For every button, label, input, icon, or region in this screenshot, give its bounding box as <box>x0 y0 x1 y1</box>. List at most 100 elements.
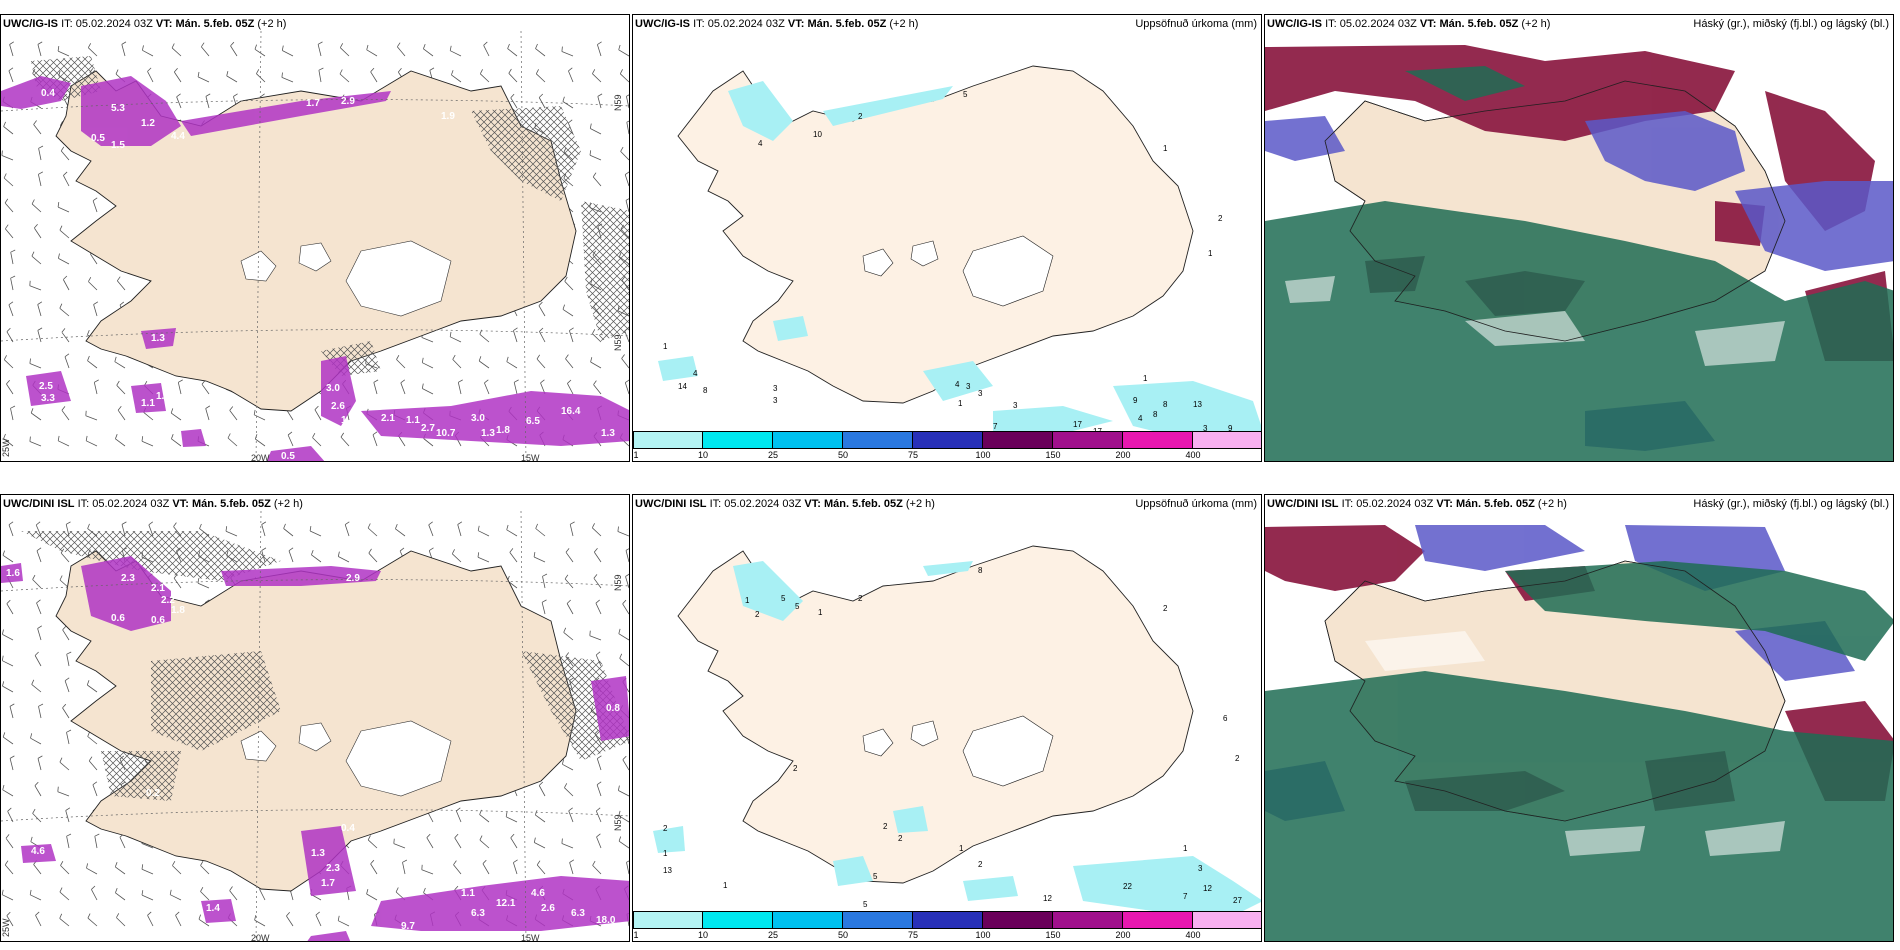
svg-text:1: 1 <box>818 608 823 617</box>
svg-text:0.8: 0.8 <box>606 703 620 714</box>
colorbar-cell <box>1123 431 1193 449</box>
wind-value-labels: 2.3 2.1 2.2 1.8 0.6 0.6 2.9 4.6 0.2 0.4 … <box>6 568 620 932</box>
svg-text:27: 27 <box>1233 896 1242 905</box>
colorbar-label: 25 <box>767 450 779 460</box>
svg-text:4.6: 4.6 <box>531 888 545 899</box>
svg-text:3.0: 3.0 <box>471 413 485 424</box>
svg-text:N59: N59 <box>613 334 623 351</box>
svg-text:2.1: 2.1 <box>151 583 165 594</box>
panel-title: UWC/IG-IS IT: 05.02.2024 03Z VT: Mán. 5.… <box>3 18 287 30</box>
snow-hatch-se <box>581 201 629 341</box>
svg-text:3: 3 <box>1203 424 1208 433</box>
svg-text:10: 10 <box>813 130 822 139</box>
colorbar-label: 200 <box>1115 450 1131 460</box>
svg-text:6.5: 6.5 <box>526 416 540 427</box>
svg-text:10.7: 10.7 <box>436 428 456 439</box>
svg-text:3: 3 <box>1198 864 1203 873</box>
svg-text:2: 2 <box>1218 214 1223 223</box>
glacier-vatnajokull <box>345 720 452 797</box>
colorbar-frame <box>633 911 1261 929</box>
svg-text:5: 5 <box>873 872 878 881</box>
panel-dini-wind: UWC/DINI ISL IT: 05.02.2024 03Z VT: Mán.… <box>0 494 630 942</box>
grid-labels: N59 N59 25W 20W 15W <box>1 94 623 461</box>
panel-ig-wind: UWC/IG-IS IT: 05.02.2024 03Z VT: Mán. 5.… <box>0 14 630 462</box>
glacier-hofsjokull <box>298 722 332 752</box>
svg-text:4: 4 <box>693 369 698 378</box>
svg-text:0.4: 0.4 <box>41 88 55 99</box>
svg-text:1.8: 1.8 <box>341 415 355 426</box>
clear-patches <box>1365 631 1785 856</box>
precip-map: 5 2 10 4 1 2 1 1 4 14 8 3 3 4 3 3 1 7 3 … <box>633 31 1261 461</box>
precip-map: 8 2 1 5 5 2 1 2 2 1 13 1 2 2 2 6 2 1 2 1… <box>633 511 1261 941</box>
svg-text:9: 9 <box>1133 396 1138 405</box>
svg-text:4.6: 4.6 <box>31 846 45 857</box>
svg-text:1.1: 1.1 <box>406 415 420 426</box>
svg-text:2.9: 2.9 <box>346 573 360 584</box>
colorbar-label: 400 <box>1185 450 1201 460</box>
svg-text:8: 8 <box>703 386 708 395</box>
svg-text:N59: N59 <box>613 94 623 111</box>
svg-text:6.3: 6.3 <box>471 908 485 919</box>
wind-map: N59 N59 25W 20W 15W 2.3 2.1 2.2 1.8 0.6 … <box>1 511 629 941</box>
panel-variable-label: Uppsöfnuð úrkoma (mm) <box>1135 498 1257 510</box>
precip-patches <box>658 81 1261 441</box>
colorbar-cell <box>913 911 983 929</box>
grid-labels: N59 N59 25W 20W 15W <box>1 574 623 941</box>
panel-title: UWC/DINI ISL IT: 05.02.2024 03Z VT: Mán.… <box>3 498 303 510</box>
glacier-hofsjokull <box>910 720 939 747</box>
iceland-coastline <box>1324 80 1786 342</box>
svg-text:1.5: 1.5 <box>111 140 125 151</box>
svg-text:2.9: 2.9 <box>341 96 355 107</box>
svg-text:8: 8 <box>1153 410 1158 419</box>
svg-text:1.6: 1.6 <box>156 391 170 402</box>
svg-text:1.3: 1.3 <box>601 428 615 439</box>
svg-text:2.1: 2.1 <box>381 413 395 424</box>
clear-patches <box>1285 276 1785 366</box>
svg-text:1: 1 <box>959 844 964 853</box>
glacier-vatnajokull <box>962 715 1054 787</box>
svg-text:5.3: 5.3 <box>111 103 125 114</box>
svg-text:1: 1 <box>663 342 668 351</box>
colorbar-cell <box>703 911 773 929</box>
mid-cloud <box>1265 561 1893 941</box>
glacier-langjokull <box>862 728 894 757</box>
svg-text:17: 17 <box>1073 420 1082 429</box>
svg-text:0.6: 0.6 <box>151 615 165 626</box>
colorbar-cell <box>983 431 1053 449</box>
wind-map: N59 N59 25W 20W 15W 0.4 5.3 1.2 0.5 1.5 … <box>1 31 629 462</box>
svg-text:3: 3 <box>1013 401 1018 410</box>
svg-text:1.3: 1.3 <box>481 428 495 439</box>
colorbar-label: 150 <box>1045 450 1061 460</box>
svg-text:3: 3 <box>966 382 971 391</box>
svg-text:0.6: 0.6 <box>111 613 125 624</box>
svg-text:12: 12 <box>1043 894 1052 903</box>
svg-text:2.6: 2.6 <box>331 401 345 412</box>
svg-text:2: 2 <box>883 822 888 831</box>
colorbar-frame <box>633 431 1261 449</box>
svg-text:9: 9 <box>1228 424 1233 433</box>
panel-ig-clouds: UWC/IG-IS IT: 05.02.2024 03Z VT: Mán. 5.… <box>1264 14 1894 462</box>
colorbar-label: 75 <box>907 450 919 460</box>
colorbar: 1 10 25 50 75 100 150 200 400 <box>633 911 1261 941</box>
colorbar-label: 150 <box>1045 930 1061 940</box>
colorbar-cell <box>1193 911 1261 929</box>
panel-title: UWC/DINI ISL IT: 05.02.2024 03Z VT: Mán.… <box>635 498 935 510</box>
svg-text:1.8: 1.8 <box>171 605 185 616</box>
svg-text:13: 13 <box>663 866 672 875</box>
svg-text:2.6: 2.6 <box>541 903 555 914</box>
svg-text:0.4: 0.4 <box>341 823 355 834</box>
svg-text:0.5: 0.5 <box>281 451 295 462</box>
svg-text:N59: N59 <box>613 814 623 831</box>
wind-precip-bands <box>1 556 629 941</box>
svg-text:2.5: 2.5 <box>39 381 53 392</box>
svg-text:1: 1 <box>745 596 750 605</box>
svg-text:1.7: 1.7 <box>306 98 320 109</box>
svg-text:1.3: 1.3 <box>311 848 325 859</box>
colorbar-label: 50 <box>837 930 849 940</box>
panel-variable-label: Háský (gr.), miðský (fj.bl.) og lágský (… <box>1693 498 1889 510</box>
svg-text:1.7: 1.7 <box>321 878 335 889</box>
svg-text:4.4: 4.4 <box>171 131 185 142</box>
svg-text:4: 4 <box>955 380 960 389</box>
svg-text:9.7: 9.7 <box>401 921 415 932</box>
svg-text:2: 2 <box>898 834 903 843</box>
